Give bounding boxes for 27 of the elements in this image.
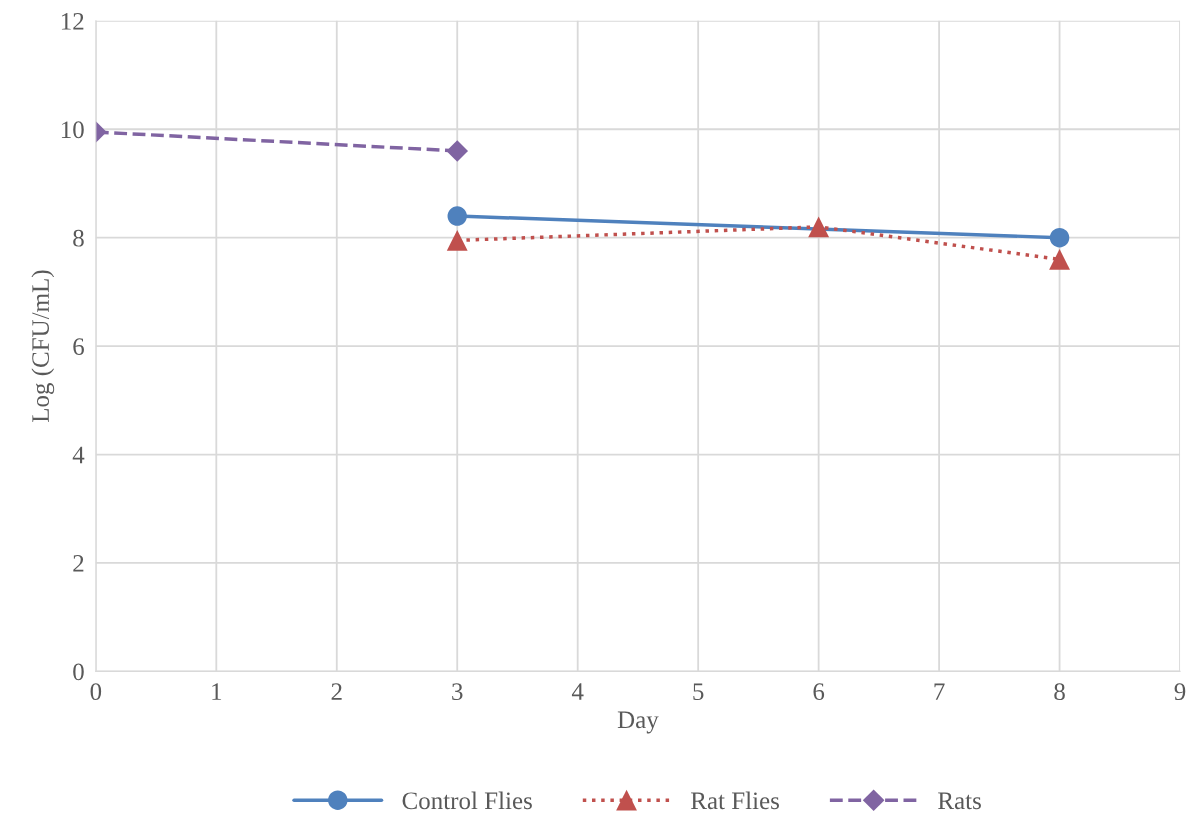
x-axis-title: Day (617, 711, 659, 734)
y-tick-label: 0 (73, 663, 84, 681)
x-tick-label: 3 (452, 683, 463, 701)
y-tick-label: 6 (73, 338, 84, 356)
y-tick-label: 8 (73, 229, 84, 247)
point (1049, 248, 1070, 270)
x-tick-label: 7 (934, 683, 945, 700)
x-tick-label: 0 (90, 683, 102, 701)
point (1049, 227, 1070, 248)
x-tick-label: 2 (331, 683, 342, 700)
x-tick-label: 4 (571, 683, 584, 700)
legend-label: Control Flies (402, 791, 532, 810)
legend-label: Rats (938, 792, 981, 810)
y-tick-label: 4 (72, 446, 85, 464)
x-tick-label: 9 (1174, 683, 1186, 701)
point (446, 229, 468, 251)
x-tick-label: 1 (212, 683, 222, 700)
x-tick-label: 8 (1054, 683, 1065, 701)
x-tick-label: 5 (693, 683, 704, 701)
y-tick-label: 2 (73, 555, 84, 572)
x-tick-label: 6 (813, 683, 825, 701)
y-tick-label: 10 (61, 121, 84, 139)
point (808, 216, 830, 238)
y-axis-title: Log (CFU/mL) (31, 270, 55, 423)
legend-label: Rat Flies (691, 791, 779, 810)
point (447, 206, 467, 226)
y-tick-label: 12 (61, 12, 84, 30)
